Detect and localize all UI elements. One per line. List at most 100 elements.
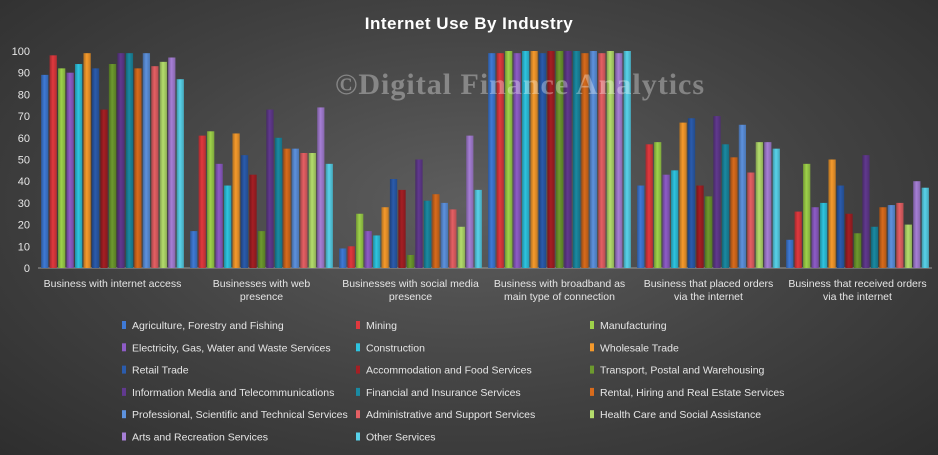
- y-tick-label: 80: [18, 89, 30, 101]
- y-tick-label: 10: [18, 241, 30, 253]
- x-tick-label: Business with broadband as: [494, 278, 625, 290]
- legend-item: Professional, Scientific and Technical S…: [122, 409, 348, 421]
- legend-swatch: [122, 343, 126, 352]
- bar: [764, 142, 772, 268]
- bar: [870, 226, 879, 268]
- legend-swatch: [590, 410, 594, 419]
- bar: [151, 66, 159, 268]
- x-tick-label: via the internet: [823, 291, 892, 303]
- bar: [356, 213, 364, 268]
- bar: [904, 224, 912, 268]
- bar: [432, 194, 440, 268]
- bar: [176, 79, 184, 269]
- bar: [347, 246, 355, 268]
- bar: [496, 53, 504, 268]
- bar: [687, 118, 696, 269]
- bar: [623, 51, 631, 268]
- legend-swatch: [356, 432, 360, 441]
- legend-item: Accommodation and Food Services: [356, 365, 532, 377]
- bar: [598, 53, 606, 268]
- bar: [606, 51, 614, 268]
- legend-swatch: [122, 321, 126, 329]
- bar: [117, 53, 125, 268]
- bar: [862, 155, 870, 268]
- bar: [240, 155, 249, 268]
- bar: [713, 116, 721, 268]
- legend-label: Information Media and Telecommunications: [132, 387, 334, 399]
- legend-item: Health Care and Social Assistance: [590, 409, 761, 421]
- y-tick-label: 100: [12, 46, 30, 58]
- bar: [274, 137, 283, 268]
- legend-swatch: [122, 432, 126, 441]
- bar: [645, 144, 653, 268]
- legend-label: Mining: [366, 320, 397, 332]
- bar: [547, 51, 555, 268]
- legend-item: Transport, Postal and Warehousing: [590, 365, 765, 377]
- legend-label: Other Services: [366, 432, 435, 444]
- legend-label: Administrative and Support Services: [366, 409, 535, 421]
- bar: [488, 53, 496, 268]
- bar: [398, 189, 406, 268]
- legend-item: Financial and Insurance Services: [356, 387, 521, 399]
- bar: [142, 53, 151, 268]
- bar: [223, 185, 232, 268]
- legend-label: Rental, Hiring and Real Estate Services: [600, 387, 784, 399]
- y-tick-label: 30: [18, 198, 30, 210]
- legend-swatch: [356, 387, 360, 396]
- legend-swatch: [122, 387, 126, 396]
- bar: [803, 163, 811, 268]
- bar: [786, 239, 794, 268]
- legend-swatch: [122, 410, 126, 419]
- bar: [257, 231, 266, 268]
- bar: [794, 211, 802, 268]
- bar: [457, 226, 465, 268]
- bar: [108, 64, 117, 269]
- bar: [845, 213, 853, 268]
- bar: [207, 131, 215, 268]
- x-tick-label: presence: [389, 291, 432, 303]
- chart-title: Internet Use By Industry: [365, 14, 574, 33]
- legend-swatch: [356, 410, 360, 419]
- bars: [41, 51, 929, 269]
- bar: [381, 207, 389, 268]
- legend-label: Professional, Scientific and Technical S…: [132, 409, 348, 421]
- legend-item: Other Services: [356, 432, 435, 444]
- bar: [232, 133, 240, 268]
- legend-label: Wholesale Trade: [600, 342, 679, 354]
- bar: [300, 152, 308, 268]
- bar: [772, 148, 780, 268]
- legend-label: Accommodation and Food Services: [366, 365, 532, 377]
- bar: [505, 51, 513, 268]
- legend-label: Retail Trade: [132, 365, 189, 377]
- bar: [168, 57, 176, 269]
- legend-label: Financial and Insurance Services: [366, 387, 521, 399]
- legend-item: Administrative and Support Services: [356, 409, 535, 421]
- bar: [415, 159, 423, 268]
- bar: [521, 51, 530, 268]
- legend: Agriculture, Forestry and Fishing Mining M…: [122, 320, 784, 444]
- legend-label: Construction: [366, 342, 425, 354]
- y-tick-label: 90: [18, 68, 30, 80]
- legend-item: Retail Trade: [122, 365, 189, 377]
- bar: [879, 207, 887, 268]
- bar: [317, 107, 325, 268]
- bar: [125, 53, 134, 268]
- bar: [921, 187, 929, 268]
- bar: [198, 135, 206, 268]
- bar: [389, 179, 398, 268]
- legend-item: Arts and Recreation Services: [122, 432, 268, 444]
- bar: [513, 53, 521, 268]
- x-tick-label: main type of connection: [504, 291, 615, 303]
- legend-swatch: [590, 321, 594, 329]
- legend-item: Mining: [356, 320, 397, 332]
- bar: [91, 68, 100, 268]
- legend-item: Electricity, Gas, Water and Waste Servic…: [122, 342, 331, 354]
- bar: [913, 181, 921, 268]
- bar: [696, 185, 704, 268]
- y-tick-label: 60: [18, 133, 30, 145]
- legend-swatch: [590, 365, 594, 374]
- x-tick-label: Business that received orders: [788, 278, 926, 290]
- bar: [66, 72, 74, 268]
